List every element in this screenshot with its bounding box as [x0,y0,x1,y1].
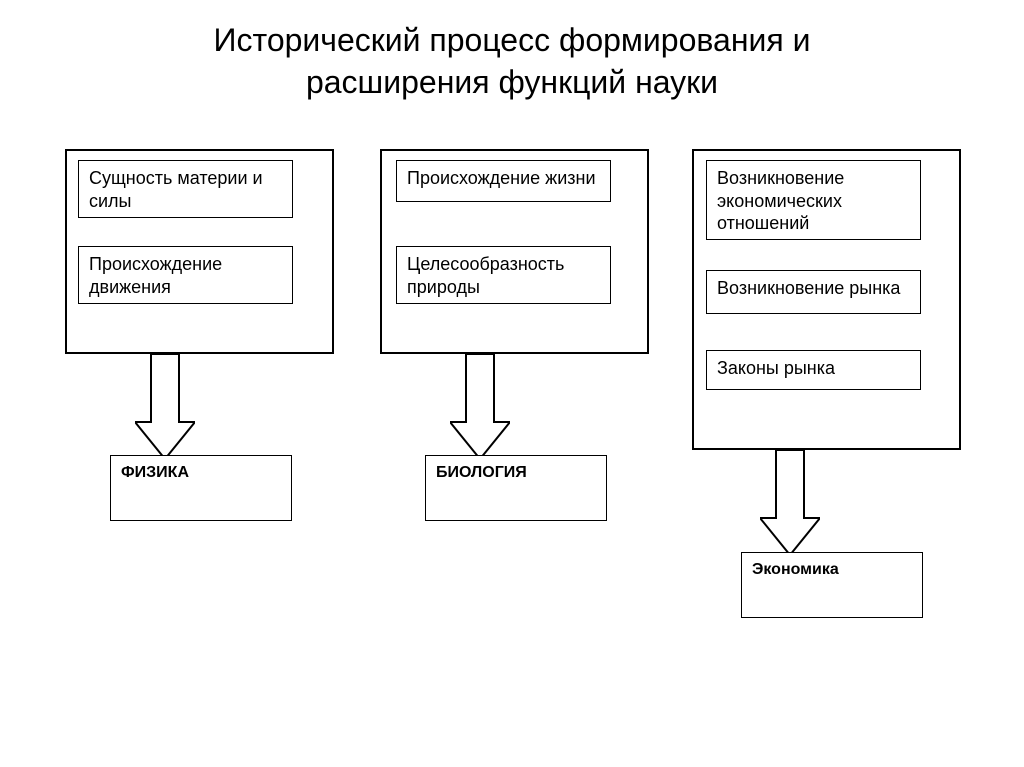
box-nature-purpose: Целесообразность природы [396,246,611,304]
result-physics: ФИЗИКА [110,455,292,521]
box-motion-origin: Происхождение движения [78,246,293,304]
title-line-1: Исторический процесс формирования и [214,22,811,58]
page-title: Исторический процесс формирования и расш… [0,20,1024,103]
box-market-laws: Законы рынка [706,350,921,390]
arrow-economics [760,450,820,555]
title-line-2: расширения функций науки [306,64,718,100]
arrow-biology [450,354,510,459]
result-biology: БИОЛОГИЯ [425,455,607,521]
result-economics: Экономика [741,552,923,618]
box-economic-relations: Возникновение экономических отношений [706,160,921,240]
arrow-physics [135,354,195,459]
box-market-origin: Возникновение рынка [706,270,921,314]
box-life-origin: Происхождение жизни [396,160,611,202]
box-matter-essence: Сущность материи и силы [78,160,293,218]
